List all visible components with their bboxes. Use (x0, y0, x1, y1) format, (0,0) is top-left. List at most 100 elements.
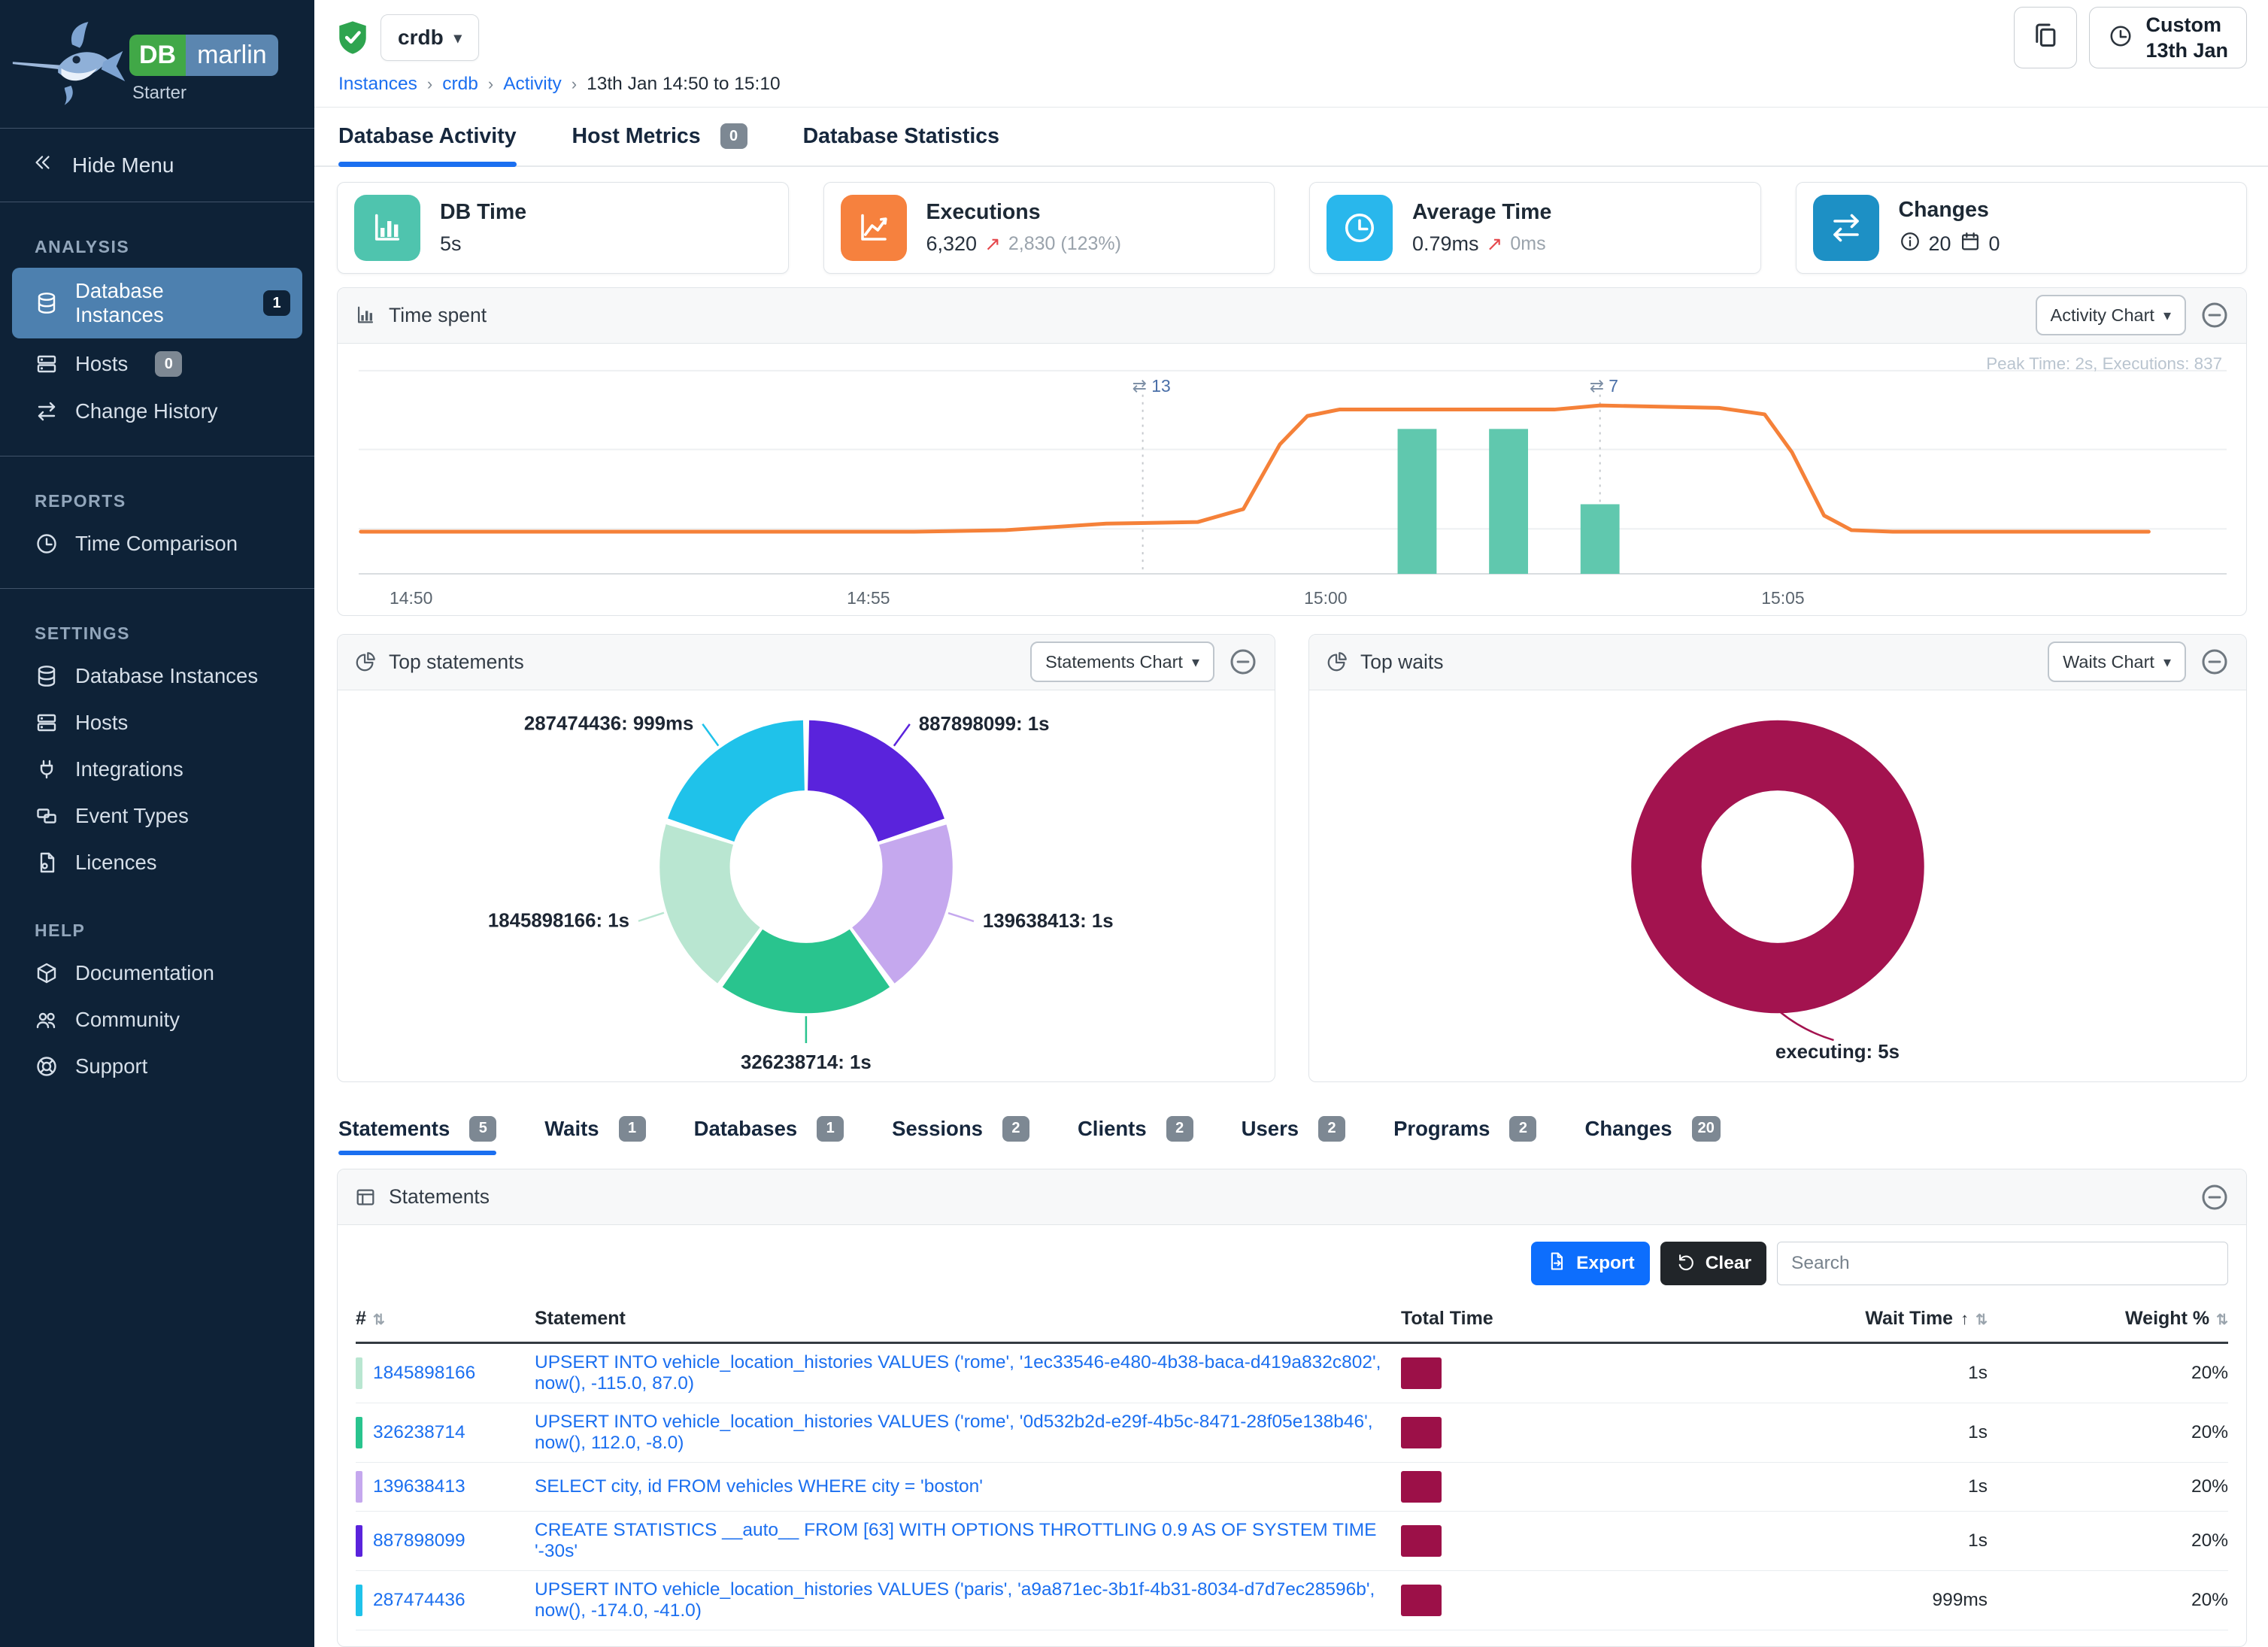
bar-chart-icon (354, 194, 420, 261)
detail-tab-databases[interactable]: Databases 1 (694, 1100, 844, 1157)
marlin-fish-icon (12, 22, 126, 105)
column-header-total-time: Total Time (1401, 1296, 1672, 1345)
sidebar-item-documentation[interactable]: Documentation (0, 950, 314, 996)
swap-icon (1812, 194, 1879, 261)
sidebar-item-licences[interactable]: Licences (0, 839, 314, 886)
sidebar-item-database-instances[interactable]: Database Instances 1 (12, 268, 302, 338)
database-icon (35, 664, 59, 688)
total-time-bar (1401, 1417, 1442, 1449)
collapse-panel-icon[interactable] (2200, 1182, 2230, 1212)
activity-chart-dropdown[interactable]: Activity Chart ▾ (2035, 295, 2186, 336)
statement-id-link[interactable]: 887898099 (373, 1530, 465, 1551)
sidebar-item-label: Community (75, 1008, 180, 1031)
card-db-time: DB Time 5s (337, 181, 789, 274)
copy-link-button[interactable] (2014, 7, 2078, 68)
statement-id-link[interactable]: 326238714 (373, 1422, 465, 1443)
detail-tab-changes[interactable]: Changes 20 (1584, 1100, 1721, 1157)
sidebar-item-label: Database Instances (75, 279, 164, 326)
detail-tab-sessions[interactable]: Sessions 2 (892, 1100, 1029, 1157)
column-header-weight-[interactable]: Weight % ⇅ (1988, 1296, 2228, 1345)
statements-chart-dropdown[interactable]: Statements Chart ▾ (1030, 642, 1214, 682)
sidebar-item-change-history[interactable]: Change History (0, 388, 314, 435)
column-header-wait-time[interactable]: Wait Time ↑ ⇅ (1672, 1296, 1988, 1345)
statement-id-link[interactable]: 287474436 (373, 1590, 465, 1611)
count-badge: 5 (469, 1115, 497, 1142)
svg-text:287474436: 999ms: 287474436: 999ms (524, 713, 693, 734)
sidebar-item-support[interactable]: Support (0, 1043, 314, 1090)
time-spent-title: Time spent (389, 303, 487, 326)
server-icon (35, 352, 59, 376)
sidebar-item-event-types[interactable]: Event Types (0, 793, 314, 839)
time-spent-chart[interactable]: ⇄ 13 ⇄ 7 14:50 14:55 15:00 15:05 Peak Time: 2s… (338, 344, 2246, 615)
breadcrumb-crdb[interactable]: crdb (442, 74, 478, 94)
sidebar-item-hosts[interactable]: Hosts (0, 699, 314, 746)
svg-text:Peak Time: 2s, Executions: 837: Peak Time: 2s, Executions: 837 (1986, 354, 2222, 373)
tab-host-metrics[interactable]: Host Metrics 0 (572, 108, 747, 165)
chevron-down-icon: ▾ (453, 29, 462, 47)
sort-icon: ⇅ (2216, 1312, 2228, 1329)
breadcrumb-13th-jan-14-50-to-15-10: 13th Jan 14:50 to 15:10 (587, 74, 781, 94)
breadcrumb-separator: › (426, 74, 433, 93)
breadcrumb-activity[interactable]: Activity (503, 74, 562, 94)
tab-database-activity[interactable]: Database Activity (338, 108, 517, 167)
table-row: 887898099 CREATE STATISTICS __auto__ FRO… (356, 1511, 2228, 1572)
event-icon (35, 804, 59, 828)
total-time-bar (1401, 1471, 1442, 1503)
clear-button[interactable]: Clear (1660, 1242, 1766, 1286)
detail-tab-statements[interactable]: Statements 5 (338, 1100, 497, 1157)
top-waits-donut[interactable]: executing: 5s (1309, 690, 2246, 1082)
time-range-button[interactable]: Custom 13th Jan (2089, 7, 2247, 68)
card-changes: Changes 20 0 (1795, 181, 2247, 274)
licence-icon (35, 851, 59, 875)
sidebar: DB marlin Starter Hide Menu ANALYSIS Dat… (0, 0, 314, 1647)
statement-text-link[interactable]: UPSERT INTO vehicle_location_histories V… (535, 1352, 1381, 1394)
detail-tab-waits[interactable]: Waits 1 (544, 1100, 646, 1157)
breadcrumb: Instances › crdb › Activity › 13th Jan 14:50 t… (314, 63, 2268, 108)
detail-tabs: Statements 5 Waits 1 Databases 1 Sessions 2 Clie… (314, 1100, 2268, 1157)
total-time-bar (1401, 1357, 1442, 1390)
statement-id-link[interactable]: 139638413 (373, 1476, 465, 1497)
collapse-panel-icon[interactable] (2200, 647, 2230, 677)
collapse-panel-icon[interactable] (1228, 647, 1258, 677)
top-statements-donut[interactable]: 887898099: 1s 139638413: 1s 326238714: 1s 1… (338, 690, 1275, 1082)
table-row: 287474436 UPSERT INTO vehicle_location_h… (356, 1570, 2228, 1631)
sidebar-item-time-comparison[interactable]: Time Comparison (0, 520, 314, 567)
statement-text-link[interactable]: CREATE STATISTICS __auto__ FROM [63] WIT… (535, 1520, 1377, 1562)
column-header--[interactable]: # ⇅ (356, 1296, 535, 1345)
sidebar-item-community[interactable]: Community (0, 996, 314, 1043)
sidebar-item-hosts[interactable]: Hosts 0 (0, 340, 314, 388)
hide-menu-button[interactable]: Hide Menu (0, 129, 314, 202)
donut-chart-svg: 887898099: 1s 139638413: 1s 326238714: 1s 1… (488, 713, 1114, 1072)
instance-selector[interactable]: crdb ▾ (381, 14, 479, 61)
card-executions: Executions 6,320 ↗ 2,830 (123%) (823, 181, 1275, 274)
dbmarlin-logo: DB marlin Starter (0, 0, 314, 129)
detail-tab-users[interactable]: Users 2 (1242, 1100, 1346, 1157)
sidebar-item-label: Time Comparison (75, 532, 238, 555)
tab-database-statistics[interactable]: Database Statistics (802, 123, 999, 148)
clock-icon (35, 532, 59, 556)
count-badge: 2 (1002, 1115, 1029, 1142)
line-chart-icon (840, 194, 907, 261)
export-button[interactable]: Export (1531, 1242, 1650, 1286)
sidebar-item-label: Change History (75, 399, 218, 423)
sidebar-item-database-instances[interactable]: Database Instances (0, 653, 314, 699)
top-statements-title: Top statements (389, 650, 524, 673)
sidebar-item-integrations[interactable]: Integrations (0, 746, 314, 793)
breadcrumb-instances[interactable]: Instances (338, 74, 417, 94)
statement-text-link[interactable]: UPSERT INTO vehicle_location_histories V… (535, 1412, 1373, 1454)
statement-text-link[interactable]: UPSERT INTO vehicle_location_histories V… (535, 1579, 1375, 1621)
waits-chart-dropdown[interactable]: Waits Chart ▾ (2048, 642, 2186, 682)
collapse-panel-icon[interactable] (2200, 300, 2230, 330)
docs-icon (35, 961, 59, 985)
sidebar-nav: ANALYSIS Database Instances 1 Hosts 0 Ch… (0, 202, 314, 1090)
detail-tab-programs[interactable]: Programs 2 (1393, 1100, 1537, 1157)
community-icon (35, 1008, 59, 1032)
search-input[interactable] (1777, 1242, 2228, 1286)
top-waits-panel: Top waits Waits Chart ▾ executing: 5s (1308, 633, 2247, 1083)
support-icon (35, 1054, 59, 1078)
count-badge: 2 (1318, 1115, 1346, 1142)
statement-id-link[interactable]: 1845898166 (373, 1363, 476, 1384)
card-title: Average Time (1412, 199, 1552, 224)
detail-tab-clients[interactable]: Clients 2 (1078, 1100, 1193, 1157)
statement-text-link[interactable]: SELECT city, id FROM vehicles WHERE city… (535, 1476, 983, 1497)
